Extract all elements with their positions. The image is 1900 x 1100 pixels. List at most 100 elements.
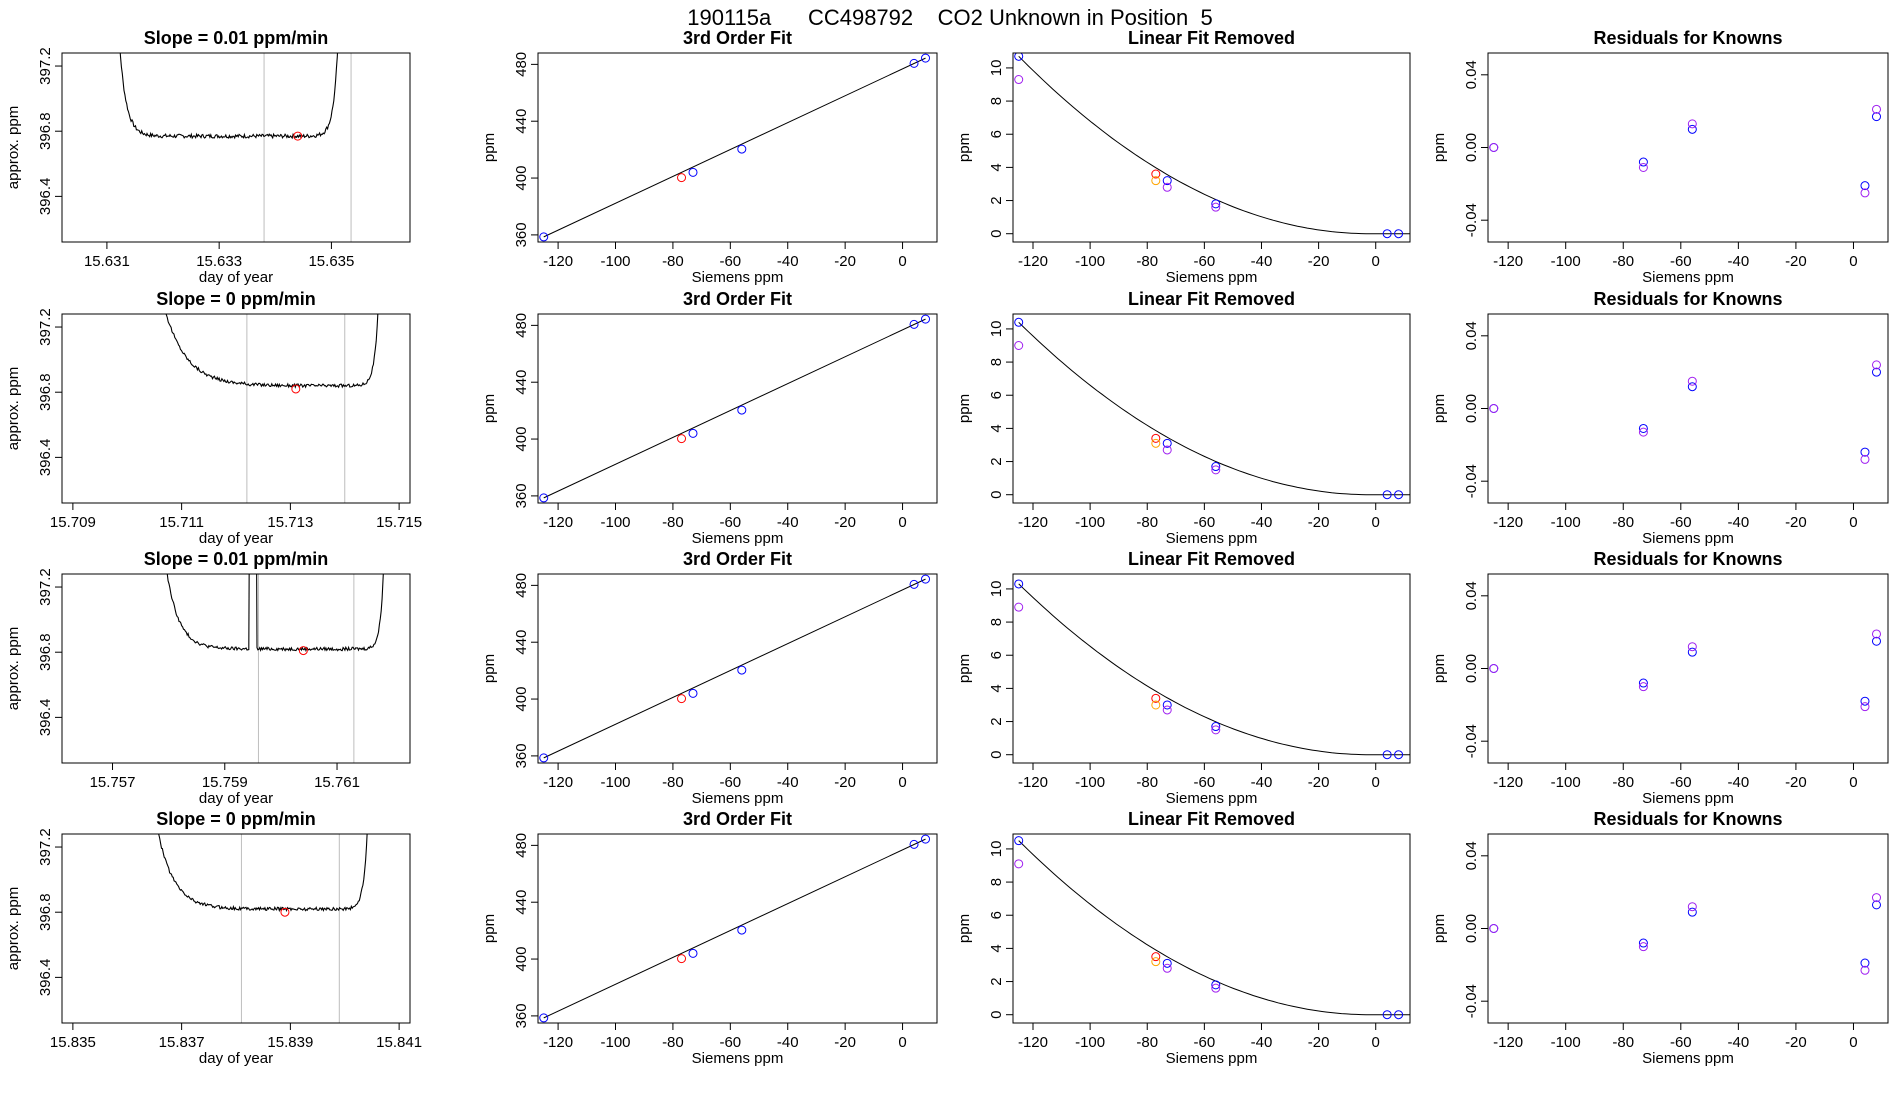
x-tick-label: -120	[1493, 253, 1523, 270]
panel-title: Linear Fit Removed	[1128, 549, 1295, 569]
x-tick-label: -100	[1075, 774, 1105, 791]
plot-area	[1489, 629, 1881, 712]
plot-frame	[1012, 833, 1411, 1024]
data-point-red	[1151, 169, 1161, 179]
x-tick-label: 0	[1372, 253, 1380, 270]
x-tick-label: 0	[1372, 1034, 1380, 1051]
panel-r3c3: Linear Fit Removed -120 -100 -80 -60 -40 -20 0 0…	[956, 549, 1411, 807]
y-tick-label: 360	[513, 1003, 530, 1028]
y-tick-label: 400	[513, 947, 530, 972]
x-tick-label: -20	[1785, 253, 1807, 270]
y-tick-label: 0	[988, 751, 1005, 759]
y-tick-label: -0.04	[1463, 724, 1480, 758]
data-point-known	[1162, 438, 1172, 448]
y-tick-label: 440	[513, 370, 530, 395]
x-tick-label: -100	[600, 774, 630, 791]
y-axis-label: ppm	[481, 133, 498, 162]
data-point-purple	[1638, 162, 1648, 172]
data-point-orange	[1151, 957, 1161, 967]
y-tick-label: 4	[988, 944, 1005, 952]
x-tick-label: -40	[1251, 774, 1273, 791]
x-tick-label: 15.839	[267, 1034, 313, 1051]
x-tick-label: 15.635	[308, 253, 354, 270]
y-axis-label: ppm	[1431, 654, 1448, 683]
y-tick-label: 0.04	[1463, 581, 1480, 610]
panel-r4c1: Slope = 0 ppm/min 15.835 15.837 15.839 15.84…	[5, 809, 422, 1067]
panel-r4c2: 3rd Order Fit -120 -100 -80 -60 -40 -20 0 360 400…	[481, 809, 938, 1067]
x-tick-label: 0	[898, 774, 906, 791]
x-tick-label: -100	[1551, 514, 1581, 531]
x-axis-label: Siemens ppm	[1166, 269, 1258, 286]
y-tick-label: 6	[988, 911, 1005, 919]
x-tick-label: 15.633	[196, 253, 242, 270]
y-axis-label: ppm	[481, 654, 498, 683]
plot-area	[1014, 53, 1410, 239]
data-point-known	[688, 688, 698, 698]
y-tick-label: 396.8	[37, 633, 54, 671]
y-tick-label: 0.00	[1463, 914, 1480, 943]
data-point-known	[1382, 490, 1392, 500]
plot-frame	[537, 52, 938, 243]
x-tick-label: -120	[1018, 1034, 1048, 1051]
x-tick-label: 15.757	[90, 774, 136, 791]
x-tick-label: -40	[1251, 253, 1273, 270]
panel-title: 3rd Order Fit	[683, 289, 792, 309]
panel-r1c3: Linear Fit Removed -120 -100 -80 -60 -40 -20 0 0…	[956, 28, 1411, 286]
panel-r4c3: Linear Fit Removed -120 -100 -80 -60 -40 -20 0 0…	[956, 809, 1411, 1067]
concentration-trace	[157, 834, 368, 913]
y-tick-label: 8	[988, 618, 1005, 626]
fit-curve	[1018, 55, 1410, 235]
y-tick-label: 397.2	[37, 47, 54, 85]
panel-title: Slope = 0 ppm/min	[156, 809, 316, 829]
data-point-purple	[1014, 341, 1024, 350]
x-tick-label: 15.713	[267, 514, 313, 531]
data-point-known	[1860, 958, 1870, 968]
data-point-orange	[1151, 438, 1161, 448]
plot-frame	[1487, 313, 1889, 504]
x-tick-label: -60	[719, 774, 741, 791]
y-axis-label: ppm	[956, 394, 973, 423]
plot-frame	[1487, 52, 1889, 243]
x-axis-label: day of year	[199, 790, 273, 807]
x-tick-label: -20	[834, 1034, 856, 1051]
data-point-known	[1687, 124, 1697, 134]
y-tick-label: 8	[988, 97, 1005, 105]
data-point-known	[539, 753, 549, 763]
x-axis-label: Siemens ppm	[692, 269, 784, 286]
data-point-known	[1687, 647, 1697, 657]
y-axis-label: approx. ppm	[5, 106, 22, 189]
data-point-known	[921, 574, 931, 584]
x-tick-label: -20	[1785, 514, 1807, 531]
data-point-known	[909, 839, 919, 849]
panel-title: Residuals for Knowns	[1593, 289, 1782, 309]
plot-area	[1489, 104, 1881, 198]
y-tick-label: -0.04	[1463, 203, 1480, 237]
data-point-red	[1151, 693, 1161, 703]
y-tick-label: 396.8	[37, 373, 54, 411]
x-tick-label: -100	[1075, 514, 1105, 531]
plot-area	[539, 314, 931, 503]
x-tick-label: -100	[1551, 253, 1581, 270]
y-tick-label: 2	[988, 457, 1005, 465]
data-point-purple	[1014, 75, 1024, 85]
y-tick-label: 6	[988, 651, 1005, 659]
x-tick-label: -100	[600, 253, 630, 270]
data-point-red	[677, 173, 687, 183]
data-point-purple	[1638, 427, 1648, 437]
data-point-red	[677, 694, 687, 704]
x-tick-label: 0	[898, 253, 906, 270]
panel-title: Linear Fit Removed	[1128, 289, 1295, 309]
y-axis-label: approx. ppm	[5, 887, 22, 970]
x-tick-label: -60	[1670, 253, 1692, 270]
data-point-purple	[1162, 705, 1172, 715]
plot-area	[157, 834, 368, 1023]
data-point-known	[688, 948, 698, 958]
plot-frame	[61, 313, 411, 504]
data-point-known	[1211, 462, 1221, 472]
x-tick-label: 0	[1372, 514, 1380, 531]
fit-curve	[1018, 583, 1410, 756]
y-tick-label: 2	[988, 977, 1005, 985]
y-tick-label: 0.04	[1463, 60, 1480, 89]
plot-area	[539, 53, 931, 242]
